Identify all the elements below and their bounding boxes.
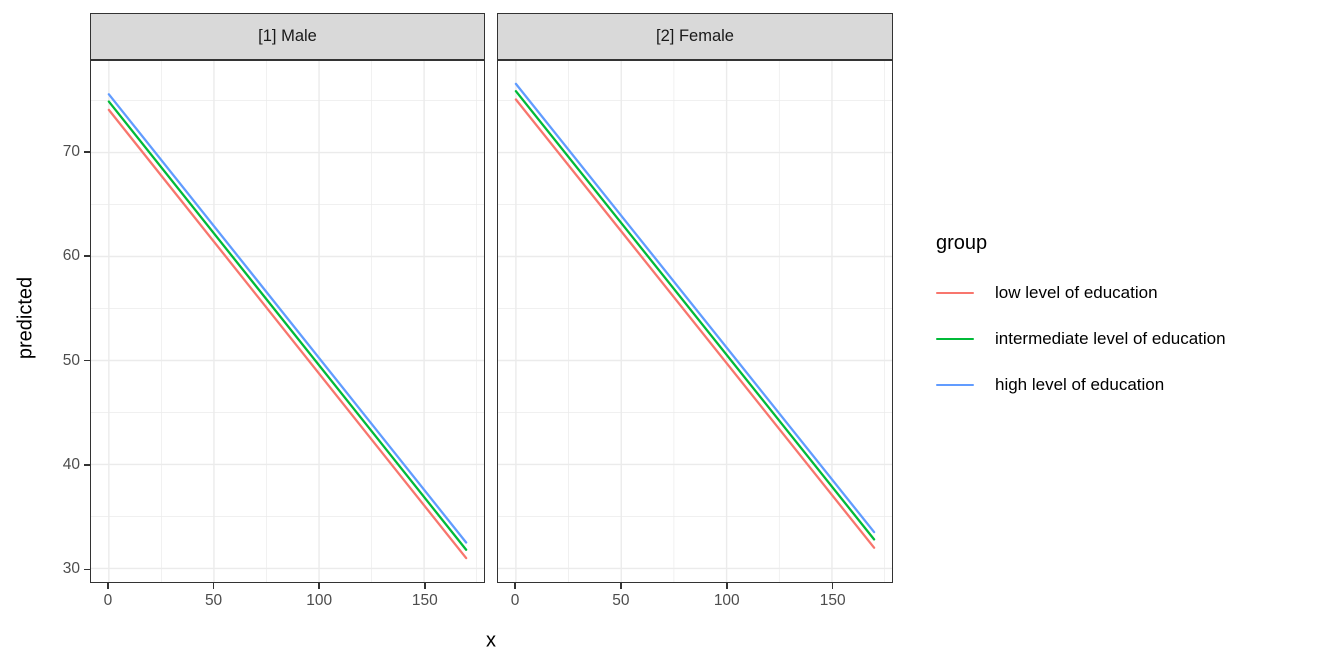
y-tick-label: 50 [62, 351, 80, 369]
legend-item: low level of education [936, 280, 1226, 306]
legend-item: high level of education [936, 372, 1226, 398]
plot-area-male [91, 61, 484, 582]
x-tick-mark [725, 583, 728, 589]
x-tick-label: 150 [411, 592, 438, 609]
x-axis-title: x [486, 629, 496, 652]
legend: group low level of education intermediat… [936, 232, 1226, 418]
series-line [107, 93, 468, 544]
facet-strip-label: [2] Female [656, 27, 734, 45]
x-tick-label: 50 [204, 592, 223, 609]
series-line [514, 98, 876, 549]
legend-title: group [936, 232, 988, 254]
legend-label: intermediate level of education [995, 329, 1226, 348]
x-tick-mark [107, 583, 109, 589]
plot-area-female [498, 61, 892, 582]
x-tick-mark [831, 583, 834, 589]
series-line [514, 82, 876, 534]
y-tick-label: 70 [62, 142, 80, 160]
legend-key-line [936, 383, 974, 387]
x-tick-mark [620, 583, 622, 589]
y-tick-mark [84, 568, 90, 571]
legend-label: low level of education [995, 283, 1158, 302]
y-tick-mark [84, 255, 90, 258]
y-axis-title: predicted [14, 276, 37, 360]
plot-panel-male [90, 60, 485, 583]
facet-strip-female: [2] Female [497, 13, 893, 60]
legend-key-line [936, 337, 974, 341]
x-tick-label: 0 [510, 592, 520, 609]
x-tick-label: 100 [306, 592, 333, 609]
x-tick-mark [423, 583, 426, 589]
x-tick-label: 100 [713, 592, 740, 609]
y-tick-mark [84, 151, 90, 153]
legend-key-line [936, 291, 974, 295]
series-line [107, 108, 468, 560]
facet-strip-male: [1] Male [90, 13, 485, 60]
legend-label: high level of education [995, 375, 1165, 394]
series-line [514, 90, 876, 541]
plot-panel-female [497, 60, 893, 583]
x-tick-label: 150 [819, 592, 846, 609]
x-tick-mark [212, 583, 215, 589]
x-tick-mark [318, 583, 320, 589]
x-tick-mark [514, 583, 516, 589]
y-tick-label: 40 [62, 456, 80, 474]
x-tick-label: 50 [612, 592, 630, 609]
legend-item: intermediate level of education [936, 326, 1226, 352]
y-tick-mark [84, 464, 90, 466]
y-tick-label: 60 [62, 247, 80, 265]
y-tick-mark [84, 359, 90, 362]
x-tick-label: 0 [103, 592, 113, 609]
facet-strip-label: [1] Male [258, 27, 317, 45]
series-line [107, 100, 468, 551]
y-tick-label: 30 [62, 560, 80, 578]
